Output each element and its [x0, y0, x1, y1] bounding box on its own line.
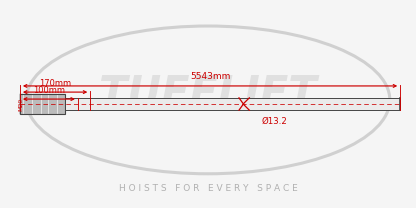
Text: M20: M20 — [19, 97, 24, 111]
Text: H O I S T S   F O R   E V E R Y   S P A C E: H O I S T S F O R E V E R Y S P A C E — [119, 184, 297, 193]
Text: Ø13.2: Ø13.2 — [262, 116, 287, 125]
Bar — [65, 98, 400, 110]
Text: 170mm: 170mm — [39, 79, 71, 88]
Text: TUFFLIFT: TUFFLIFT — [99, 73, 317, 115]
Text: 5543mm: 5543mm — [190, 72, 230, 81]
Bar — [20, 94, 65, 114]
Text: 100mm: 100mm — [33, 86, 65, 95]
